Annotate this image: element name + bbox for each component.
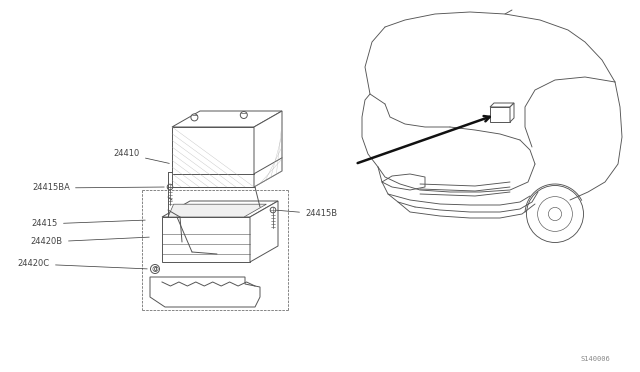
Polygon shape <box>162 217 250 262</box>
Text: 24415BA: 24415BA <box>32 183 164 192</box>
Polygon shape <box>172 127 254 187</box>
Circle shape <box>240 112 247 119</box>
Circle shape <box>191 114 198 121</box>
Polygon shape <box>150 277 260 307</box>
Polygon shape <box>162 201 278 217</box>
Polygon shape <box>510 103 514 122</box>
Polygon shape <box>250 201 278 262</box>
Text: S140006: S140006 <box>580 356 610 362</box>
Polygon shape <box>172 111 282 127</box>
Circle shape <box>150 264 159 273</box>
Polygon shape <box>490 107 510 122</box>
Circle shape <box>548 208 562 221</box>
Text: 24420C: 24420C <box>18 260 147 269</box>
Circle shape <box>167 184 173 190</box>
Polygon shape <box>254 111 282 187</box>
Text: 24410: 24410 <box>114 150 170 163</box>
Text: 24420B: 24420B <box>31 237 149 247</box>
Circle shape <box>527 186 584 243</box>
Text: 24415: 24415 <box>32 219 145 228</box>
Text: 24415B: 24415B <box>276 209 337 218</box>
Text: @: @ <box>152 266 159 272</box>
Polygon shape <box>168 204 266 217</box>
Polygon shape <box>490 103 514 107</box>
Circle shape <box>538 196 572 231</box>
Circle shape <box>270 207 276 213</box>
